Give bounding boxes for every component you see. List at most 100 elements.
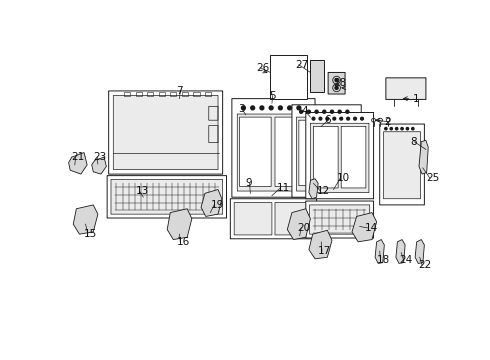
FancyBboxPatch shape <box>380 124 424 205</box>
Circle shape <box>340 117 343 120</box>
Circle shape <box>346 110 349 113</box>
Text: 7: 7 <box>176 86 183 96</box>
Text: 24: 24 <box>400 255 413 265</box>
FancyBboxPatch shape <box>299 120 325 186</box>
Circle shape <box>406 127 409 130</box>
Text: 15: 15 <box>84 229 98 239</box>
Polygon shape <box>396 239 405 264</box>
Polygon shape <box>74 205 98 234</box>
FancyBboxPatch shape <box>328 72 345 94</box>
Circle shape <box>251 106 255 110</box>
Circle shape <box>242 106 245 110</box>
Circle shape <box>354 117 356 120</box>
Circle shape <box>319 117 322 120</box>
Text: 8: 8 <box>411 137 417 147</box>
Text: 18: 18 <box>377 255 390 265</box>
FancyBboxPatch shape <box>111 180 222 214</box>
Polygon shape <box>69 153 87 174</box>
Bar <box>159 93 165 96</box>
Text: 21: 21 <box>72 152 85 162</box>
Text: 10: 10 <box>337 173 350 183</box>
FancyBboxPatch shape <box>310 123 369 193</box>
Circle shape <box>315 110 318 113</box>
Text: 2: 2 <box>384 117 391 127</box>
Circle shape <box>347 117 349 120</box>
Circle shape <box>385 127 387 130</box>
FancyBboxPatch shape <box>306 112 373 199</box>
Circle shape <box>361 117 364 120</box>
Text: 5: 5 <box>269 91 275 100</box>
FancyBboxPatch shape <box>314 126 338 188</box>
Text: 6: 6 <box>324 115 331 125</box>
Bar <box>270 55 307 99</box>
Bar <box>147 93 153 96</box>
Text: 22: 22 <box>418 260 432 270</box>
FancyBboxPatch shape <box>109 91 222 174</box>
Text: 23: 23 <box>93 152 106 162</box>
Circle shape <box>307 110 311 113</box>
Circle shape <box>288 106 292 110</box>
FancyBboxPatch shape <box>232 99 315 197</box>
Polygon shape <box>309 230 332 259</box>
Text: 14: 14 <box>365 223 378 233</box>
Text: 27: 27 <box>295 60 308 70</box>
Text: 16: 16 <box>176 237 190 247</box>
Polygon shape <box>419 140 428 174</box>
FancyBboxPatch shape <box>306 201 373 238</box>
Text: 11: 11 <box>276 183 290 193</box>
Text: 19: 19 <box>210 200 223 210</box>
FancyBboxPatch shape <box>328 120 354 186</box>
FancyBboxPatch shape <box>107 176 226 218</box>
Circle shape <box>401 127 403 130</box>
FancyBboxPatch shape <box>384 132 420 199</box>
FancyBboxPatch shape <box>113 95 218 170</box>
Text: 12: 12 <box>317 186 330 196</box>
Circle shape <box>326 117 329 120</box>
Polygon shape <box>167 209 192 239</box>
Text: 25: 25 <box>426 173 439 183</box>
Text: 4: 4 <box>301 106 308 116</box>
FancyBboxPatch shape <box>237 114 310 191</box>
Circle shape <box>300 110 303 113</box>
Polygon shape <box>201 189 222 216</box>
FancyBboxPatch shape <box>341 126 366 188</box>
Circle shape <box>269 106 273 110</box>
Bar <box>171 93 176 96</box>
Circle shape <box>395 127 398 130</box>
Bar <box>311 60 324 93</box>
Polygon shape <box>287 209 311 239</box>
Text: 1: 1 <box>413 94 419 104</box>
Bar <box>194 93 199 96</box>
Text: 20: 20 <box>297 223 311 233</box>
Text: 9: 9 <box>245 178 252 188</box>
Circle shape <box>260 106 264 110</box>
Circle shape <box>338 110 341 113</box>
Text: 28: 28 <box>334 78 347 88</box>
Circle shape <box>330 110 334 113</box>
Bar <box>182 93 188 96</box>
Text: 17: 17 <box>318 246 331 256</box>
Polygon shape <box>352 213 377 242</box>
FancyBboxPatch shape <box>292 105 361 197</box>
Text: 26: 26 <box>257 63 270 73</box>
Circle shape <box>312 117 315 120</box>
Bar <box>124 93 130 96</box>
Text: 13: 13 <box>136 186 149 196</box>
FancyBboxPatch shape <box>275 117 307 186</box>
Circle shape <box>412 127 414 130</box>
FancyBboxPatch shape <box>296 117 357 191</box>
Bar <box>205 93 211 96</box>
FancyBboxPatch shape <box>240 117 271 186</box>
FancyBboxPatch shape <box>275 203 313 235</box>
Circle shape <box>323 110 326 113</box>
FancyBboxPatch shape <box>386 78 426 99</box>
FancyBboxPatch shape <box>230 199 317 239</box>
Text: 3: 3 <box>238 104 245 114</box>
Circle shape <box>297 106 301 110</box>
Circle shape <box>335 78 338 82</box>
Polygon shape <box>309 179 318 199</box>
Polygon shape <box>375 239 384 264</box>
Bar <box>136 93 142 96</box>
FancyBboxPatch shape <box>234 203 272 235</box>
FancyBboxPatch shape <box>310 205 370 234</box>
